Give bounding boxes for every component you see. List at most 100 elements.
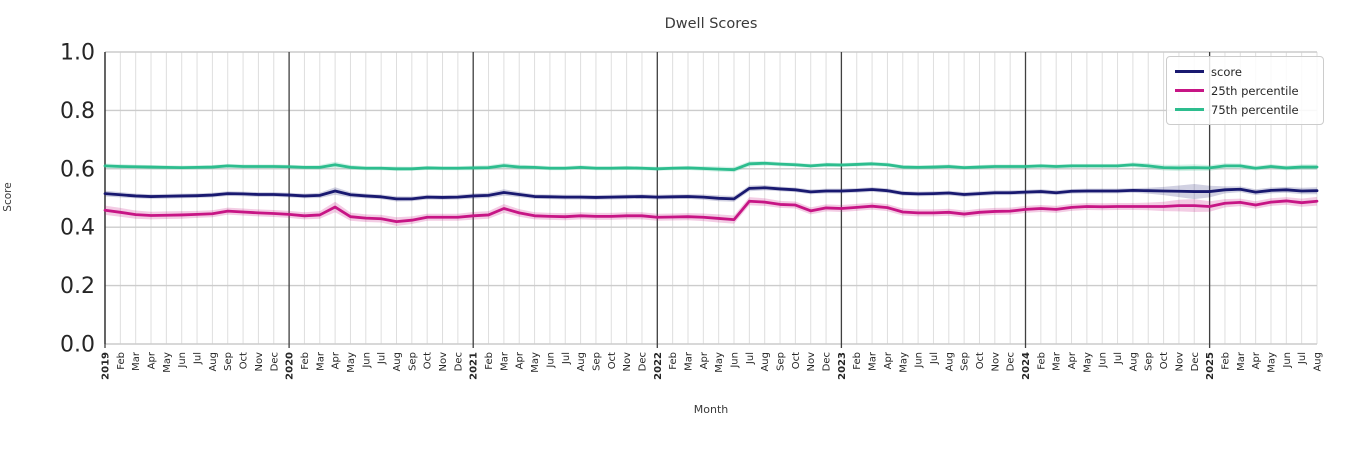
legend-item-25th-percentile: 25th percentile [1175,81,1315,100]
x-tick-label: Feb [852,352,863,370]
75th-percentile-line-swatch [1175,108,1204,111]
x-tick-label: Sep [407,352,418,371]
x-tick-label: Jul [193,352,204,365]
confidence-band [105,183,1317,202]
x-tick-label: Mar [868,351,879,371]
legend-label-75th-percentile: 75th percentile [1211,102,1299,117]
x-tick-label: Feb [1036,352,1047,370]
x-tick-label: Mar [315,351,326,371]
x-axis-label: Month [693,403,729,416]
x-tick-label: Sep [776,352,787,371]
x-tick-label: Jul [377,352,388,365]
x-tick-label: Jun [1282,352,1293,369]
x-tick-label: Nov [438,352,449,372]
x-tick-label: Aug [576,352,587,372]
x-tick-label: Jun [545,352,556,369]
x-tick-label: Sep [223,352,234,371]
x-tick-label: Mar [131,351,142,371]
x-tick-label: Jun [730,352,741,369]
x-tick-label: Jun [914,352,925,369]
x-tick-label: 2024 [1021,352,1032,380]
y-tick-label: 1.0 [60,41,95,66]
x-tick-label: May [1082,352,1093,373]
x-tick-label: Feb [300,352,311,370]
chart-title: Dwell Scores [664,16,758,32]
x-tick-label: Jul [561,352,572,365]
x-tick-label: Aug [1313,352,1324,372]
x-tick-label: Nov [1174,352,1185,372]
x-tick-label: Jul [745,352,756,365]
x-tick-label: Jun [1098,352,1109,369]
x-tick-label: May [1266,352,1277,373]
y-tick-label: 0.8 [60,99,95,124]
x-tick-label: Nov [806,352,817,372]
x-tick-label: 2021 [469,352,480,380]
x-tick-label: Oct [607,352,618,369]
y-tick-label: 0.4 [60,216,95,241]
series-line-score [103,186,1319,201]
x-tick-label: Sep [591,352,602,371]
x-tick-label: Aug [208,352,219,372]
x-tick-label: May [898,352,909,373]
x-tick-label: Apr [699,351,710,369]
x-tick-label: Dec [637,352,648,371]
x-tick-label: Aug [392,352,403,372]
x-tick-label: May [346,352,357,373]
legend: score 25th percentile 75th percentile [1166,56,1324,125]
x-tick-label: Mar [499,351,510,371]
x-tick-label: Jun [177,352,188,369]
legend-item-score: score [1175,62,1315,81]
x-tick-label: Sep [960,352,971,371]
x-tick-label: Jul [1297,352,1308,365]
y-tick-label: 0.2 [60,274,95,299]
x-tick-label: Apr [515,351,526,369]
x-tick-label: Nov [990,352,1001,372]
x-tick-label: Oct [975,352,986,369]
x-tick-label: 2023 [837,352,848,380]
confidence-band [105,196,1317,227]
x-tick-label: Jul [929,352,940,365]
x-tick-label: Mar [1052,351,1063,371]
x-tick-label: Dec [269,352,280,371]
x-tick-label: Apr [147,351,158,369]
series-line-25th-percentile [103,199,1319,224]
x-tick-label: Apr [331,351,342,369]
series-line-75th-percentile [103,161,1319,172]
x-tick-label: 2019 [101,352,112,380]
x-tick-label: Apr [1251,351,1262,369]
x-tick-label: Apr [1067,351,1078,369]
x-tick-label: 2025 [1205,352,1216,380]
x-tick-label: Aug [760,352,771,372]
x-tick-label: Apr [883,351,894,369]
25th-percentile-line-swatch [1175,89,1204,92]
x-tick-label: Mar [1236,351,1247,371]
x-tick-label: Oct [1159,352,1170,369]
x-tick-label: May [530,352,541,373]
x-tick-label: Feb [1220,352,1231,370]
x-tick-label: Feb [484,352,495,370]
legend-item-75th-percentile: 75th percentile [1175,100,1315,119]
x-tick-label: Nov [622,352,633,372]
x-tick-label: Feb [116,352,127,370]
x-tick-label: May [162,352,173,373]
x-tick-label: Dec [1190,352,1201,371]
x-tick-label: Aug [1128,352,1139,372]
y-tick-label: 0.6 [60,157,95,182]
score-line-swatch [1175,70,1204,73]
x-tick-label: Mar [683,351,694,371]
x-tick-label: 2020 [285,352,296,380]
x-tick-label: Jul [1113,352,1124,365]
x-tick-label: Dec [1006,352,1017,371]
x-tick-label: Dec [453,352,464,371]
x-tick-label: Jun [361,352,372,369]
y-tick-label: 0.0 [60,333,95,358]
x-tick-label: 2022 [653,352,664,380]
x-tick-label: Sep [1144,352,1155,371]
x-tick-label: Oct [239,352,250,369]
x-tick-label: Feb [668,352,679,370]
legend-label-25th-percentile: 25th percentile [1211,83,1299,98]
x-tick-label: Oct [423,352,434,369]
x-tick-label: Oct [791,352,802,369]
